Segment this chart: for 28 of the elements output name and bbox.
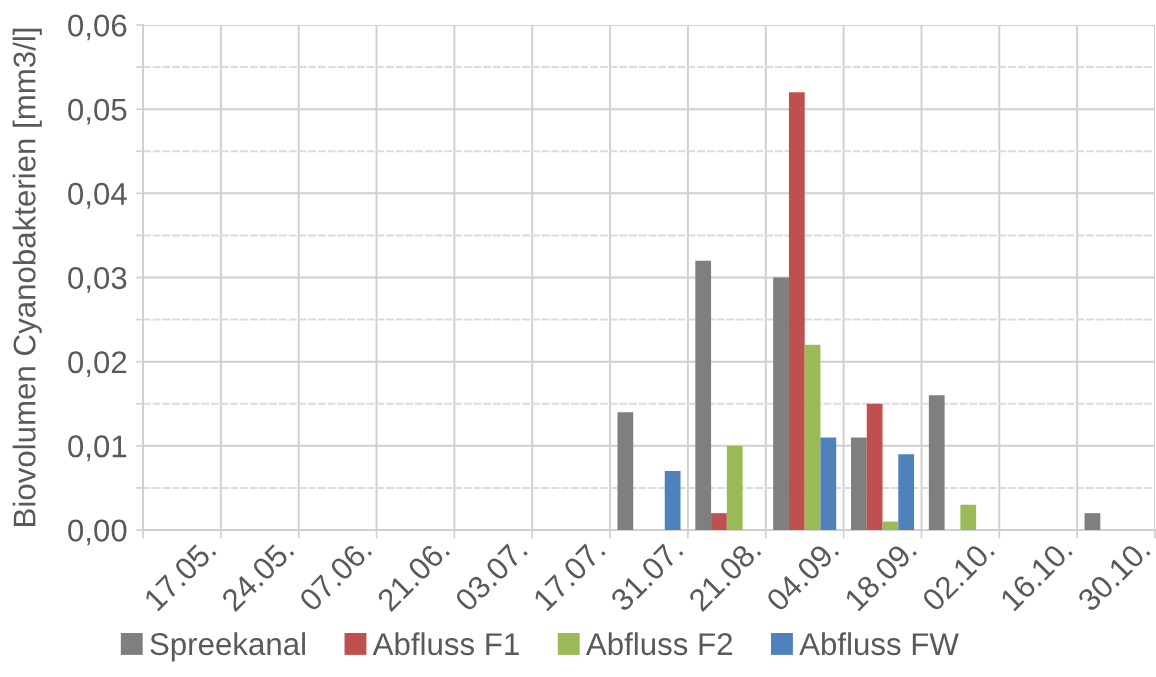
legend-label: Abfluss FW bbox=[799, 632, 959, 656]
bar bbox=[664, 471, 681, 530]
bar bbox=[882, 521, 899, 530]
y-tick-label: 0,04 bbox=[68, 182, 127, 209]
y-tick-label: 0,03 bbox=[68, 267, 127, 293]
bar bbox=[695, 260, 712, 530]
y-tick-label: 0,00 bbox=[68, 519, 127, 546]
legend-label: Spreekanal bbox=[150, 632, 305, 662]
y-tick-label: 0,05 bbox=[68, 98, 127, 125]
bar bbox=[928, 395, 945, 530]
y-tick-label: 0,06 bbox=[68, 14, 127, 41]
bar bbox=[866, 403, 883, 530]
bar bbox=[820, 437, 837, 530]
bar bbox=[711, 513, 727, 530]
bar bbox=[773, 277, 789, 530]
legend-label: Abfluss F1 bbox=[372, 632, 519, 656]
y-tick-label: 0,02 bbox=[68, 351, 127, 377]
bar bbox=[898, 454, 915, 530]
y-axis-title: Biovolumen Cyanobakterien [mm3/l] bbox=[12, 28, 42, 526]
bar bbox=[960, 504, 977, 530]
bar bbox=[1084, 513, 1101, 530]
bar bbox=[617, 412, 634, 530]
bar bbox=[788, 92, 805, 530]
y-tick-label: 0,01 bbox=[68, 435, 127, 462]
bar bbox=[804, 344, 821, 530]
bar bbox=[851, 437, 867, 530]
legend-label: Abfluss F2 bbox=[585, 632, 732, 656]
bar bbox=[726, 445, 743, 530]
